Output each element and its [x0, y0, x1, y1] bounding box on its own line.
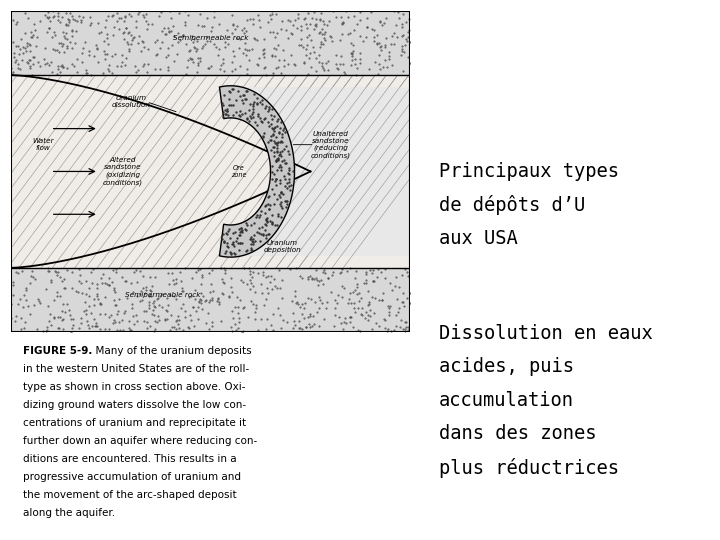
Text: further down an aquifer where reducing con-: further down an aquifer where reducing c…	[23, 436, 257, 446]
Text: Uranium
dissolution: Uranium dissolution	[111, 96, 150, 109]
Text: plus réductrices: plus réductrices	[439, 458, 619, 478]
Text: in the western United States are of the roll-: in the western United States are of the …	[23, 364, 249, 374]
Text: acides, puis: acides, puis	[439, 357, 574, 376]
Text: progressive accumulation of uranium and: progressive accumulation of uranium and	[23, 472, 240, 482]
Text: Principaux types: Principaux types	[439, 162, 619, 181]
Text: along the aquifer.: along the aquifer.	[23, 508, 115, 518]
Text: dans des zones: dans des zones	[439, 424, 597, 443]
Text: type as shown in cross section above. Oxi-: type as shown in cross section above. Ox…	[23, 382, 246, 392]
Text: accumulation: accumulation	[439, 391, 574, 410]
Polygon shape	[220, 86, 294, 257]
Polygon shape	[11, 268, 410, 332]
Text: centrations of uranium and reprecipitate it: centrations of uranium and reprecipitate…	[23, 418, 246, 428]
Text: Ore
zone: Ore zone	[231, 165, 246, 178]
Polygon shape	[11, 11, 410, 75]
Text: de dépôts d’U: de dépôts d’U	[439, 195, 585, 215]
Text: Uranium
deposition: Uranium deposition	[264, 240, 302, 253]
Text: Many of the uranium deposits: Many of the uranium deposits	[89, 346, 251, 356]
Polygon shape	[220, 86, 410, 257]
Text: Altered
sandstone
(oxidizing
conditions): Altered sandstone (oxidizing conditions)	[103, 157, 143, 186]
Polygon shape	[11, 75, 410, 268]
Text: FIGURE 5-9.: FIGURE 5-9.	[23, 346, 92, 356]
Text: ditions are encountered. This results in a: ditions are encountered. This results in…	[23, 454, 236, 464]
Text: aux USA: aux USA	[439, 229, 518, 248]
Text: Unaltered
sandstone
(reducing
conditions): Unaltered sandstone (reducing conditions…	[310, 131, 351, 159]
Text: dizing ground waters dissolve the low con-: dizing ground waters dissolve the low co…	[23, 400, 246, 410]
Text: Dissolution en eaux: Dissolution en eaux	[439, 324, 653, 343]
Text: Semipermeable rock: Semipermeable rock	[125, 292, 200, 298]
Text: the movement of the arc-shaped deposit: the movement of the arc-shaped deposit	[23, 490, 236, 500]
Text: Water
flow: Water flow	[32, 138, 53, 151]
Text: Semipermeable rock: Semipermeable rock	[173, 35, 248, 40]
